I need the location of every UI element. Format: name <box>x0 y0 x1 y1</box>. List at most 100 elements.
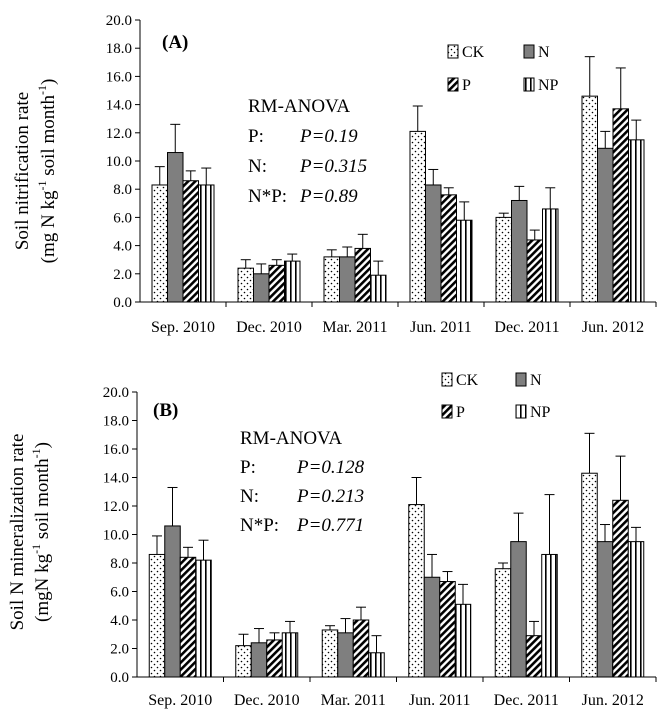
x-tick-label: Jun. 2011 <box>409 692 471 709</box>
panel-a-ylabel-line2: (mg N kg-1 soil month-1) <box>35 79 59 264</box>
legend-label-np: NP <box>530 404 551 421</box>
bar-p <box>526 239 543 303</box>
bar-p <box>439 581 456 678</box>
panel-a-anova-stat-np: P=0.89 <box>299 186 358 207</box>
bar-ck <box>151 184 168 303</box>
bar-n <box>339 256 356 303</box>
panel-b-anova-factor-n: N: <box>240 486 259 507</box>
panel-a-anova-factor-p: P: <box>248 126 264 147</box>
plot-area-a: 0.0 2.0 4.0 6.0 8.0 10.0 12.0 14.0 16.0 18.0 20.0 S… <box>106 13 657 336</box>
panel-b-anova-stat-np: P=0.771 <box>296 515 364 536</box>
bar-p <box>182 180 199 303</box>
panel-b-anova-stat-p: P=0.128 <box>296 457 365 478</box>
x-tick-label: Jun. 2011 <box>410 319 472 336</box>
y-tick-label: 18.0 <box>106 41 132 57</box>
plot-area-b: 0.0 2.0 4.0 6.0 8.0 10.0 12.0 14.0 16.0 18.0 20.0 S… <box>103 385 657 709</box>
bar-p <box>525 635 543 678</box>
legend-label-n: N <box>538 44 550 61</box>
y-tick-label: 12.0 <box>106 126 132 142</box>
y-tick-label: 4.0 <box>113 239 132 255</box>
bar-np <box>281 632 299 678</box>
panel-b-anova-factor-p: P: <box>240 457 256 478</box>
x-tick-label: Sep. 2010 <box>148 692 212 709</box>
bar-ck <box>321 629 339 678</box>
bar-ck <box>408 504 425 678</box>
y-tick-label: 0.0 <box>113 295 132 311</box>
legend-swatch-n <box>523 44 535 59</box>
legend-swatch-ck <box>447 44 459 59</box>
y-tick-label: 8.0 <box>110 556 129 572</box>
bar-p <box>268 264 285 303</box>
y-tick-label: 4.0 <box>110 613 129 629</box>
bar-n <box>167 152 184 303</box>
legend-label-p: P <box>462 77 471 94</box>
panel-a-anova-factor-n: N: <box>248 156 267 177</box>
bar-np <box>541 553 558 678</box>
panel-b: (B) RM-ANOVA P: P=0.128 N: P=0.213 N*P: … <box>7 400 365 630</box>
bar-ck <box>323 256 340 303</box>
y-tick-label: 0.0 <box>110 670 129 686</box>
legend-label-np: NP <box>538 77 559 94</box>
bar-ck <box>581 472 598 678</box>
bar-np <box>456 219 473 303</box>
bar-p <box>266 639 283 678</box>
panel-b-ylabel-line1: Soil N mineralization rate <box>7 434 28 631</box>
y-tick-label: 2.0 <box>113 267 132 283</box>
panel-b-ylabel-line2: (mgN kg-1 soil month-1) <box>29 442 53 622</box>
bar-n <box>425 184 442 303</box>
y-tick-label: 14.0 <box>103 471 129 487</box>
y-tick-label: 10.0 <box>106 154 132 170</box>
x-tick-label: Jun. 2012 <box>582 692 644 709</box>
panel-a-anova-stat-p: P=0.19 <box>299 126 358 147</box>
bar-p <box>179 556 197 678</box>
bar-n <box>597 147 614 303</box>
legend-label-ck: CK <box>462 44 485 61</box>
y-tick-label: 8.0 <box>113 182 132 198</box>
x-tick-label: Dec. 2011 <box>494 692 559 709</box>
panel-a-anova-title: RM-ANOVA <box>248 96 350 117</box>
y-tick-label: 16.0 <box>106 69 132 85</box>
x-tick-label: Sep. 2010 <box>151 319 215 336</box>
y-tick-label: 10.0 <box>103 528 129 544</box>
bar-np <box>628 139 645 303</box>
y-tick-label: 18.0 <box>103 414 129 430</box>
x-tick-label: Mar. 2011 <box>321 692 386 709</box>
bar-np <box>370 274 387 303</box>
legend-swatch-p <box>441 404 453 419</box>
bar-np <box>454 603 472 678</box>
bar-ck <box>237 267 254 303</box>
legend-swatch-ck <box>441 372 453 387</box>
legend-swatch-n <box>515 372 527 387</box>
legend-label-ck: CK <box>456 372 479 389</box>
bar-n <box>250 642 268 678</box>
bar-p <box>440 194 457 303</box>
panel-b-anova-title: RM-ANOVA <box>240 428 342 449</box>
bar-np <box>627 541 645 678</box>
bar-np <box>368 652 385 678</box>
bar-np <box>542 208 559 303</box>
bar-n <box>253 273 270 303</box>
legend-label-p: P <box>456 404 465 421</box>
panel-a-anova-stat-n: P=0.315 <box>299 156 367 177</box>
bar-np <box>195 559 212 678</box>
bar-p <box>612 499 629 678</box>
y-tick-label: 20.0 <box>106 13 132 29</box>
y-tick-label: 6.0 <box>113 210 132 226</box>
bar-ck <box>495 216 512 303</box>
bar-ck <box>494 568 512 678</box>
bar-n <box>423 576 441 678</box>
bar-ck <box>409 130 426 303</box>
legend-label-n: N <box>530 372 542 389</box>
bar-ck <box>148 553 166 678</box>
bar-p <box>352 619 370 678</box>
bar-np <box>198 184 215 303</box>
bar-ck <box>581 95 598 303</box>
y-tick-label: 12.0 <box>103 499 129 515</box>
bar-n <box>510 541 527 678</box>
x-tick-label: Dec. 2010 <box>234 692 300 709</box>
y-tick-label: 6.0 <box>110 585 129 601</box>
legend-a: CK NP NP <box>447 44 559 94</box>
bar-ck <box>235 645 252 678</box>
